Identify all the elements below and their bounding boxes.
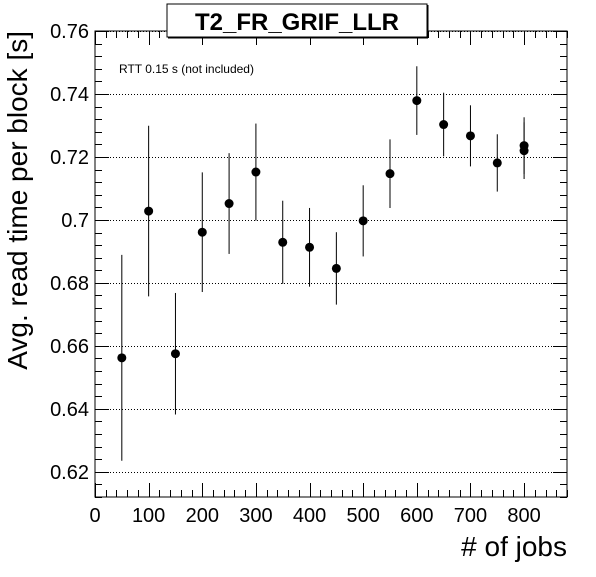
y-tick-label: 0.76 [50, 21, 89, 43]
x-tick-label: 200 [186, 505, 219, 527]
plot-frame [94, 30, 568, 498]
x-tick-label: 100 [132, 505, 165, 527]
grid-layer [95, 31, 567, 473]
ticks-layer [95, 31, 568, 498]
y-tick-label: 0.72 [50, 147, 89, 169]
x-tick-label: 800 [507, 505, 540, 527]
data-point [492, 158, 502, 168]
data-point [519, 141, 529, 151]
y-tick-label: 0.68 [50, 273, 89, 295]
data-point [305, 242, 315, 252]
y-tick-label: 0.64 [50, 399, 89, 421]
x-tick-label: 700 [454, 505, 487, 527]
data-point [358, 216, 368, 226]
labels-layer: 0.62 0.64 0.66 0.68 0.7 0.72 0.74 0.76 0 100 200 30… [50, 21, 541, 527]
x-axis-label: # of jobs [461, 531, 567, 562]
y-axis-label: Avg. read time per block [s] [2, 31, 33, 370]
y-tick-label: 0.74 [50, 84, 89, 106]
x-tick-label: 300 [239, 505, 272, 527]
x-tick-label: 500 [346, 505, 379, 527]
y-tick-label: 0.62 [50, 462, 89, 484]
data-point [170, 349, 180, 359]
data-point [144, 206, 154, 216]
data-point [117, 353, 127, 363]
chart-title: T2_FR_GRIF_LLR [195, 9, 399, 36]
x-tick-label: 600 [400, 505, 433, 527]
data-point [331, 263, 341, 273]
annotation-text: RTT 0.15 s (not included) [119, 62, 254, 76]
data-point [439, 120, 449, 130]
chart-title-box: T2_FR_GRIF_LLR [166, 3, 429, 39]
data-point [251, 167, 261, 177]
data-point [465, 131, 475, 141]
data-layer [117, 66, 529, 461]
x-tick-label: 400 [293, 505, 326, 527]
data-point [385, 169, 395, 179]
x-tick-label: 0 [89, 505, 100, 527]
data-point [224, 199, 234, 209]
data-point [278, 237, 288, 247]
y-tick-label: 0.7 [61, 210, 89, 232]
data-point [197, 227, 207, 237]
y-tick-label: 0.66 [50, 336, 89, 358]
data-point [412, 96, 422, 106]
